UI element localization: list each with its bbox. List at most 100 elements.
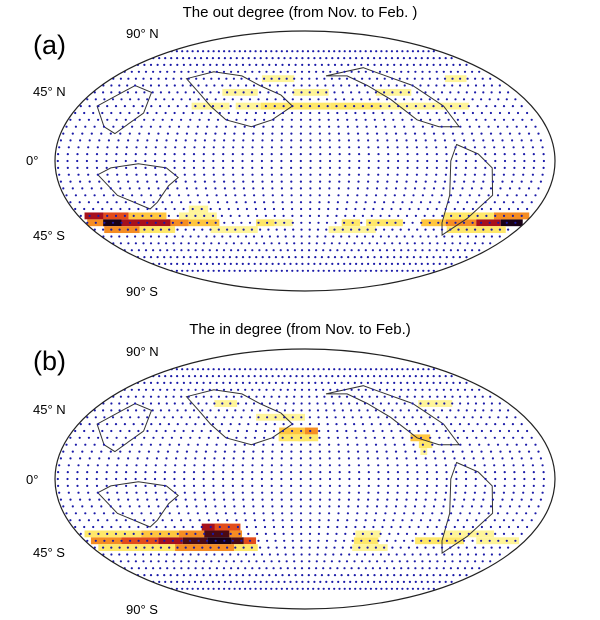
panel-a-node-dot [417,269,420,272]
panel-a-node-dot [306,269,310,272]
panel-b-node-dot [283,539,286,542]
panel-b-node-dot [252,402,256,405]
panel-b-node-dot [375,450,379,453]
panel-a-node-dot [435,111,438,115]
panel-b-node-dot [444,525,447,529]
panel-a-node-dot [173,235,176,238]
panel-a-node-dot [474,166,477,169]
panel-a-node-dot [502,146,505,149]
panel-b-node-dot [329,567,332,570]
panel-b-node-dot [436,560,439,563]
panel-a-node-dot [146,180,149,183]
panel-a-node-dot [167,214,170,217]
panel-a-node-dot [373,118,376,121]
panel-b-node-dot [309,525,312,529]
panel-a-node-dot [154,221,157,224]
panel-a-node-dot [413,242,416,245]
panel-b-node-dot [393,567,396,570]
panel-b-heat-cell [231,537,244,545]
panel-a-node-dot [254,111,257,115]
panel-a-heat-cell [222,88,258,96]
panel-a-node-dot [259,57,262,60]
panel-a-node-dot [392,201,395,204]
panel-a-node-dot [95,153,99,156]
panel-b-node-dot [245,429,248,433]
panel-a-node-dot [459,84,462,87]
panel-b-node-dot [283,546,286,549]
panel-a-node-dot [111,98,115,101]
panel-a-node-dot [235,57,238,60]
panel-b-node-dot [306,587,310,590]
panel-b-node-dot [247,532,250,535]
panel-a-node-dot [328,187,331,190]
panel-b-node-dot [124,436,127,439]
panel-a-node-dot [327,50,331,53]
panel-b-node-dot [541,464,544,467]
panel-a-node-dot [419,63,422,66]
panel-a-node-dot [478,70,481,73]
panel-b-node-dot [183,484,186,487]
panel-a-node-dot [432,57,435,60]
panel-b-node-dot [445,381,448,384]
panel-b-node-dot [250,546,253,549]
panel-b-node-dot [312,587,315,590]
panel-a-node-dot [381,111,384,115]
panel-a-node-dot [237,235,240,238]
panel-b-node-dot [149,402,153,405]
panel-b-node-dot [309,505,312,508]
panel-b-node-dot [173,553,176,556]
panel-a-node-dot [426,207,429,211]
panel-b-node-dot [154,416,157,419]
panel-a-node-dot [502,214,506,217]
panel-b-node-dot [233,505,236,508]
panel-b-node-dot [346,436,349,439]
panel-b-node-dot [272,436,275,439]
panel-b-node-dot [202,560,205,563]
panel-b-node-dot [206,539,209,542]
panel-a-node-dot [363,111,366,115]
panel-a-node-dot [241,173,244,176]
panel-a-node-dot [149,242,153,245]
panel-b-node-dot [87,491,90,494]
panel-b-node-dot [412,381,415,384]
panel-b-node-dot [62,450,65,453]
panel-a-node-dot [263,242,266,245]
panel-b-node-dot [404,450,407,453]
panel-a-node-dot [119,111,122,115]
panel-b-node-dot [138,450,141,453]
panel-b-node-dot [497,539,500,542]
panel-b-node-dot [480,450,483,453]
panel-b-node-dot [261,498,264,501]
panel-b-node-dot [253,443,256,446]
panel-b-node-dot [327,519,330,522]
panel-a-heat-cell [293,88,329,96]
panel-b-node-dot [205,375,209,378]
panel-a-node-dot [371,235,374,238]
panel-b-node-dot [432,532,435,535]
panel-a-node-dot [445,98,448,101]
panel-a-node-dot [211,262,214,265]
panel-a-node-dot [274,256,277,259]
panel-b-node-dot [416,409,419,412]
panel-b-node-dot [144,484,147,487]
panel-a-node-dot [416,91,419,94]
panel-a-node-dot [165,180,168,183]
panel-b-node-dot [241,464,244,467]
panel-b-node-dot [346,519,349,522]
panel-b-node-dot [343,368,346,371]
panel-b-node-dot [354,587,357,590]
panel-a-node-dot [447,118,450,121]
panel-a-node-dot [223,98,226,101]
panel-a-node-dot [86,221,89,224]
panel-a-node-dot [333,63,337,66]
panel-a-node-dot [399,91,402,94]
panel-b-node-dot [428,567,431,570]
panel-a-heat-cell [476,219,501,227]
panel-b-node-dot [134,471,137,474]
panel-a-node-dot [93,228,96,231]
panel-b-node-dot [214,505,217,508]
panel-a-node-dot [350,249,353,252]
panel-a-node-dot [348,173,351,176]
panel-a-node-dot [348,84,351,87]
panel-b-node-dot [376,560,379,563]
